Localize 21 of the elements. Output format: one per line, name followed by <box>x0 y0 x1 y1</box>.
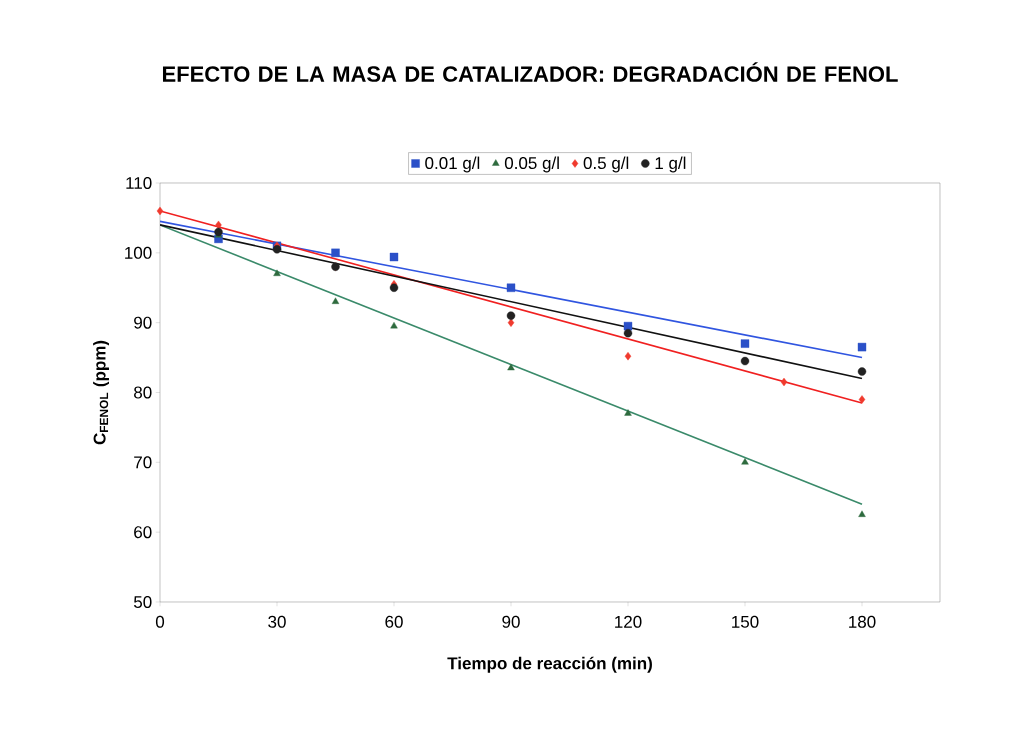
x-tick-label: 60 <box>385 615 403 628</box>
x-tick-label: 0 <box>155 615 165 628</box>
x-tick-label: 120 <box>615 615 642 628</box>
legend-label: 0.5 g/l <box>583 156 629 173</box>
y-tick-label: 100 <box>125 246 152 259</box>
y-tick-label: 110 <box>126 176 152 190</box>
legend-label: 0.05 g/l <box>504 156 559 173</box>
y-tick-label: 50 <box>133 595 152 609</box>
y-axis-title: C$_{FENOL}$ (ppm) <box>93 340 109 445</box>
x-tick-label: 180 <box>849 615 876 628</box>
chart-title: EFECTO DE LA MASA DE CATALIZADOR: DEGRADACIÓN DE FENOL <box>162 62 898 82</box>
x-tick-label: 90 <box>502 615 520 628</box>
y-tick-label: 90 <box>134 316 152 329</box>
x-axis-title: Tiempo de reacción (min) <box>447 656 652 673</box>
legend-label: 1 g/l <box>655 156 686 173</box>
y-tick-label: 70 <box>134 456 152 469</box>
x-tick-label: 150 <box>732 615 759 628</box>
legend-label: 0.01 g/l <box>425 156 480 173</box>
x-tick-label: 30 <box>268 615 286 628</box>
y-tick-label: 80 <box>134 386 152 399</box>
y-tick-label: 60 <box>134 526 152 539</box>
